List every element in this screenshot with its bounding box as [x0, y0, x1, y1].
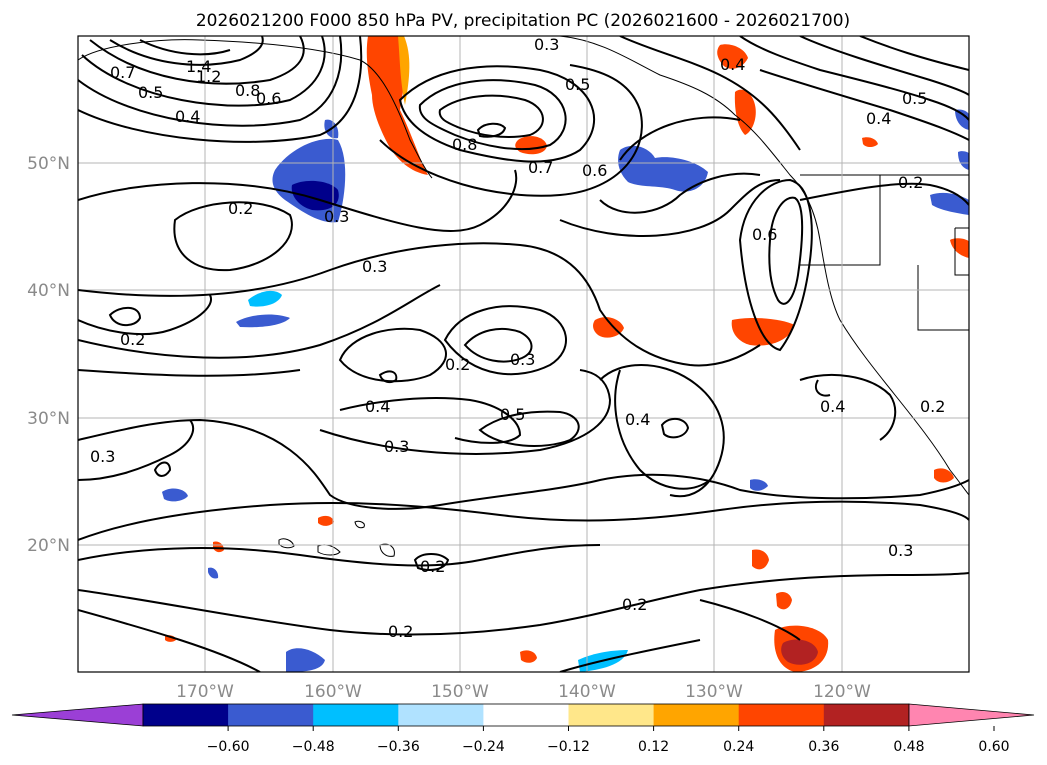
contour-label: 1.4: [186, 57, 211, 76]
contour-label: 0.5: [565, 75, 590, 94]
colorbar-tick-label: −0.48: [292, 739, 335, 755]
contour-label: 0.3: [384, 437, 409, 456]
colorbar-segment: [653, 704, 740, 726]
contour-label: 0.5: [500, 405, 525, 424]
colorbar-tick-label: −0.36: [377, 739, 420, 755]
contour-label: 0.8: [452, 135, 477, 154]
lat-label: 50°N: [27, 154, 70, 174]
contour-label: 0.4: [365, 397, 390, 416]
coastlines: [78, 36, 969, 557]
lat-label: 20°N: [27, 536, 70, 556]
contour-label: 0.7: [110, 63, 135, 82]
contour-label: 0.5: [138, 83, 163, 102]
colorbar-tick-label: 0.48: [893, 739, 924, 755]
colorbar-segment: [313, 704, 399, 726]
contour-label: 0.2: [622, 595, 647, 614]
contour-label: 0.4: [866, 109, 891, 128]
colorbar-tick-label: 0.24: [723, 739, 754, 755]
gridlines: [78, 36, 969, 672]
contour-label: 0.4: [720, 55, 745, 74]
colorbar-segment: [568, 704, 655, 726]
colorbar-frame: [142, 703, 910, 727]
lon-label: 130°W: [685, 682, 743, 702]
map-frame: [77, 35, 970, 673]
contour-label: 0.2: [445, 355, 470, 374]
colorbar-tick-label: 0.36: [808, 739, 839, 755]
lon-label: 120°W: [813, 682, 871, 702]
contour-label: 0.2: [120, 330, 145, 349]
lat-label: 40°N: [27, 281, 70, 301]
contour-label: 0.3: [90, 447, 115, 466]
map-title: 2026021200 F000 850 hPa PV, precipitatio…: [196, 11, 850, 31]
colorbar-extend-high: [908, 703, 1035, 727]
contour-label: 0.4: [820, 397, 845, 416]
contour-label: 0.2: [420, 557, 445, 576]
contour-label: 0.2: [898, 173, 923, 192]
contour-label: 0.3: [362, 257, 387, 276]
longitude-labels: 170°W 160°W 150°W 140°W 130°W 120°W: [176, 682, 871, 702]
lat-label: 30°N: [27, 409, 70, 429]
contour-label: 0.3: [510, 350, 535, 369]
contour-label: 0.4: [625, 410, 650, 429]
contour-label: 0.3: [888, 541, 913, 560]
colorbar-segment: [483, 704, 569, 726]
contour-label: 0.7: [528, 158, 553, 177]
colorbar-tick-label: 0.12: [638, 739, 669, 755]
lon-label: 160°W: [304, 682, 362, 702]
contour-label: 0.6: [256, 89, 281, 108]
lon-label: 140°W: [558, 682, 616, 702]
contour-label: 0.2: [228, 199, 253, 218]
colorbar-tick-label: 0.60: [978, 739, 1009, 755]
colorbar: −0.60 −0.48 −0.36 −0.24 −0.12 0.12 0.24 0.36 0.4…: [11, 703, 1035, 755]
contour-label: 1.2: [196, 67, 221, 86]
contour-label: 0.5: [902, 89, 927, 108]
colorbar-extend-low: [11, 703, 144, 727]
contour-label: 0.4: [175, 107, 200, 126]
colorbar-tick-label: −0.24: [462, 739, 505, 755]
lon-label: 170°W: [176, 682, 234, 702]
colorbar-segment: [738, 704, 825, 726]
contour-label: 0.3: [324, 207, 349, 226]
contour-label: 0.2: [388, 622, 413, 641]
pv-contours: [78, 36, 969, 672]
colorbar-segment: [228, 704, 314, 726]
contour-labels: 1.4 1.2 0.7 0.5 0.4 0.8 0.6 0.3 0.5 0.2 …: [90, 35, 945, 641]
contour-label: 0.6: [582, 161, 607, 180]
colorbar-segment: [143, 704, 229, 726]
latitude-labels: 50°N 40°N 30°N 20°N: [27, 154, 70, 556]
lon-label: 150°W: [431, 682, 489, 702]
contour-label: 0.2: [920, 397, 945, 416]
colorbar-tick-label: −0.60: [207, 739, 250, 755]
colorbar-segment: [823, 704, 910, 726]
colorbar-segment: [398, 704, 484, 726]
map-area: 1.4 1.2 0.7 0.5 0.4 0.8 0.6 0.3 0.5 0.2 …: [78, 35, 969, 672]
contour-label: 0.6: [752, 225, 777, 244]
colorbar-tick-label: −0.12: [547, 739, 590, 755]
contour-label: 0.8: [235, 81, 260, 100]
contour-label: 0.3: [534, 35, 559, 54]
